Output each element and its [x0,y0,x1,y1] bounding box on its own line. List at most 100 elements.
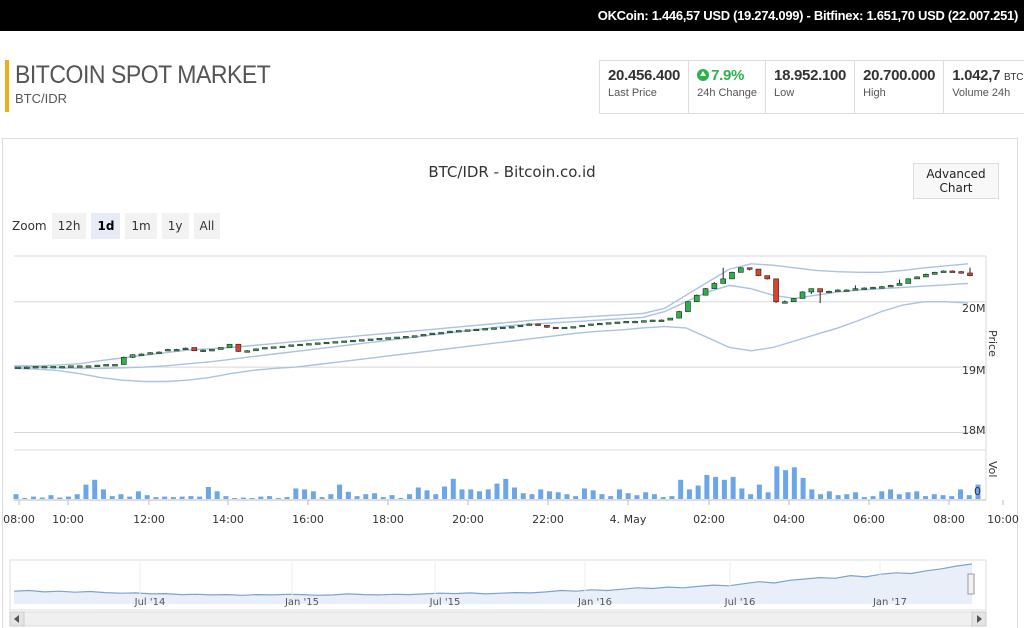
volume-bar [573,496,579,499]
volume-bar [835,495,841,499]
band-upper-line [14,263,969,367]
volume-bar [407,494,413,499]
candle [50,366,57,369]
volume-bar [293,488,299,499]
zoom-1d-button[interactable]: 1d [91,213,121,239]
volume-bar [896,494,902,499]
candle [191,347,198,352]
candle [667,317,674,321]
candle [711,283,718,289]
volume-bar [83,484,89,499]
volume-tick-label: 0 [974,485,981,498]
zoom-1y-button[interactable]: 1y [161,213,189,239]
volume-bar [477,491,483,499]
volume-bar [826,491,832,499]
candle [138,353,145,356]
volume-bar [739,488,745,499]
zoom-1m-button[interactable]: 1m [125,213,157,239]
volume-bar [337,484,343,499]
volume-bar [643,492,649,499]
candle [288,344,295,347]
volume-bar [100,489,106,499]
volume-bar [372,493,378,499]
zoom-all-button[interactable]: All [193,213,221,239]
x-tick-label: 14:00 [212,513,244,526]
candle [914,276,920,280]
candle [940,270,947,273]
y-tick-label: 19M [962,364,986,377]
volume-bar [13,494,19,499]
time-axis-ticks: 08:00 10:00 12:00 14:00 16:00 18:00 20:00 22:00… [3,500,1019,526]
volume-bar [695,485,701,499]
market-title-block: BITCOIN SPOT MARKET BTC/IDR [5,60,293,112]
volume-bar [310,491,316,499]
change-value: 7.9% [711,67,745,84]
navigator[interactable]: Jul '14 Jan '15 Jul '15 Jan '16 Jul '16 Jan '… [9,559,987,627]
candle [702,288,709,296]
volume-bar [599,494,605,499]
grid-lines [14,255,987,501]
volume-bar [205,487,211,499]
volume-bar [844,494,850,499]
navigator-handle[interactable] [967,573,975,595]
candle [482,328,488,331]
volume-bars [13,466,981,499]
x-tick-label: 08:00 [3,513,35,526]
price-axis-label: Price [986,330,999,357]
candle [896,283,903,286]
volume-bar [354,496,360,499]
candle [817,288,823,293]
candle [905,278,912,284]
x-tick-label: 18:00 [372,513,404,526]
volume-bar [783,470,789,499]
volume-bar [616,489,622,499]
candle [112,364,118,367]
candle [958,271,964,274]
volume-bar [660,497,666,499]
change-label: 24h Change [697,87,758,99]
volume-bar [459,489,465,499]
volume-bar [581,488,587,499]
volume-bar [284,497,290,499]
volume-bar [424,490,430,499]
x-tick-label: 22:00 [532,513,564,526]
candle [341,340,347,343]
volume-bar [153,497,159,499]
candle [279,345,286,348]
volume-bar [669,496,675,499]
candle [394,336,400,339]
candle [24,366,30,369]
volume-bar [704,475,710,499]
navigator-scrollbar[interactable] [9,611,987,627]
candle [455,330,462,333]
candle [614,321,621,324]
candle [173,349,180,352]
price-bands [13,263,969,383]
zoom-12h-button[interactable]: 12h [51,213,87,239]
candle [226,343,233,348]
last-price-value: 20.456.400 [608,67,681,84]
volume-bar [319,497,325,499]
candle [147,352,154,355]
candle [350,340,356,343]
candle [129,354,136,358]
x-tick-label: 10:00 [52,513,84,526]
candle [323,341,330,345]
volume-bar [468,489,474,499]
candle [588,323,594,326]
candle [182,347,189,350]
candle [641,320,647,323]
candle [297,343,303,347]
volume-bar [240,497,246,499]
y-tick-label: 18M [962,424,986,437]
arrow-up-circle-icon [697,69,710,81]
advanced-chart-button[interactable]: Advanced Chart [913,163,999,199]
okcoin-label: OKCoin: [597,8,649,23]
candle [76,365,83,368]
candle [535,323,541,326]
volume-bar [433,494,439,499]
volume-bar [765,492,771,499]
navigator-area [14,564,972,604]
volume-bar [258,496,264,499]
